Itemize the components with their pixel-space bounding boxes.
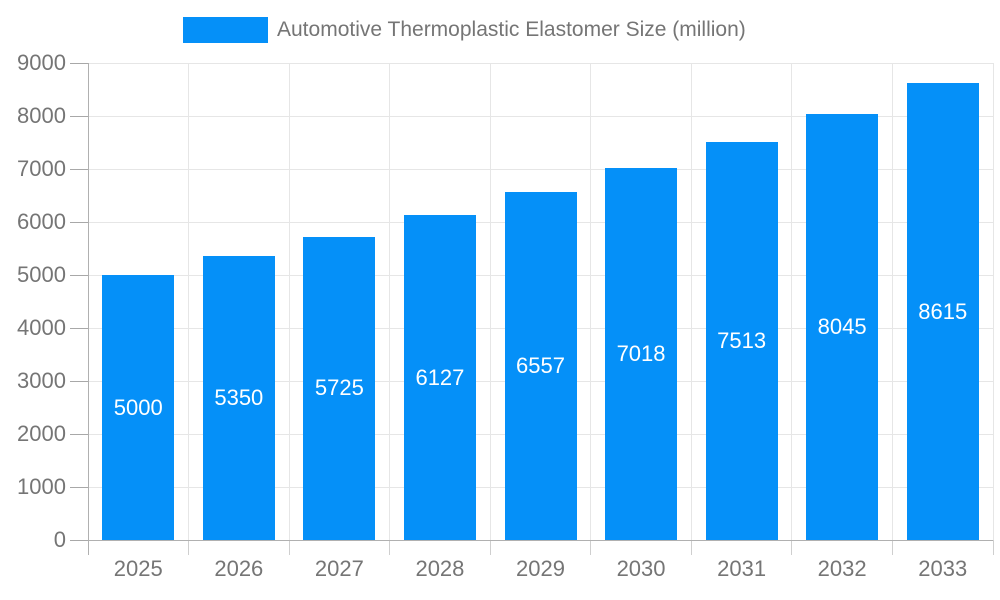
- y-gridline: [88, 62, 993, 64]
- x-axis-tick: [891, 540, 893, 555]
- bar[interactable]: [303, 236, 376, 540]
- x-axis-tick: [590, 540, 592, 555]
- legend-label: Automotive Thermoplastic Elastomer Size …: [277, 18, 746, 41]
- y-axis-line: [88, 63, 89, 555]
- x-axis-line: [88, 539, 993, 541]
- y-axis-label: 9000: [17, 50, 66, 75]
- x-axis-label: 2030: [616, 556, 666, 581]
- x-gridline: [891, 63, 893, 540]
- x-axis-label: 2029: [516, 556, 565, 581]
- bar[interactable]: [605, 168, 678, 540]
- x-gridline: [992, 63, 994, 540]
- y-axis-tick: [70, 62, 88, 64]
- x-axis-tick: [389, 540, 391, 555]
- y-axis-label: 7000: [17, 156, 66, 181]
- x-gridline: [489, 63, 491, 540]
- x-axis-tick: [690, 540, 692, 555]
- y-axis-tick: [70, 274, 88, 276]
- y-axis-label: 2000: [17, 421, 66, 446]
- y-axis-label: 6000: [17, 209, 66, 234]
- x-gridline: [389, 63, 391, 540]
- bar[interactable]: [906, 83, 979, 540]
- x-axis-tick: [791, 540, 793, 555]
- y-axis-tick: [70, 327, 88, 329]
- y-axis-label: 3000: [17, 368, 66, 393]
- y-axis-label: 0: [53, 527, 66, 552]
- y-axis-tick: [70, 380, 88, 382]
- x-axis-tick: [188, 540, 190, 555]
- y-axis-label: 1000: [17, 474, 66, 499]
- x-gridline: [690, 63, 692, 540]
- y-axis-label: 4000: [17, 315, 66, 340]
- y-axis-tick: [70, 433, 88, 435]
- legend-swatch: [183, 17, 268, 43]
- x-axis-label: 2026: [214, 556, 264, 581]
- x-axis-tick: [489, 540, 491, 555]
- legend-item[interactable]: Automotive Thermoplastic Elastomer Size …: [183, 17, 746, 43]
- x-gridline: [288, 63, 290, 540]
- bar[interactable]: [202, 256, 275, 540]
- bar[interactable]: [504, 192, 577, 540]
- bar[interactable]: [403, 215, 476, 540]
- y-axis-tick: [70, 486, 88, 488]
- y-axis-label: 5000: [17, 262, 66, 287]
- y-axis-tick: [70, 539, 88, 541]
- x-axis-label: 2031: [717, 556, 767, 581]
- bar[interactable]: [806, 113, 879, 540]
- y-gridline: [88, 168, 993, 170]
- x-axis-label: 2027: [314, 556, 364, 581]
- y-axis-label: 8000: [17, 103, 66, 128]
- x-axis-label: 2032: [817, 556, 867, 581]
- x-axis-tick: [992, 540, 994, 555]
- x-gridline: [188, 63, 190, 540]
- y-axis-tick: [70, 221, 88, 223]
- x-axis-label: 2033: [918, 556, 968, 581]
- y-axis-tick: [70, 168, 88, 170]
- bar[interactable]: [102, 275, 175, 540]
- x-gridline: [590, 63, 592, 540]
- y-gridline: [88, 115, 993, 117]
- x-axis-label: 2028: [415, 556, 465, 581]
- y-axis-tick: [70, 115, 88, 117]
- bar[interactable]: [705, 141, 778, 540]
- x-axis-tick: [288, 540, 290, 555]
- x-axis-label: 2025: [113, 556, 163, 581]
- x-gridline: [791, 63, 793, 540]
